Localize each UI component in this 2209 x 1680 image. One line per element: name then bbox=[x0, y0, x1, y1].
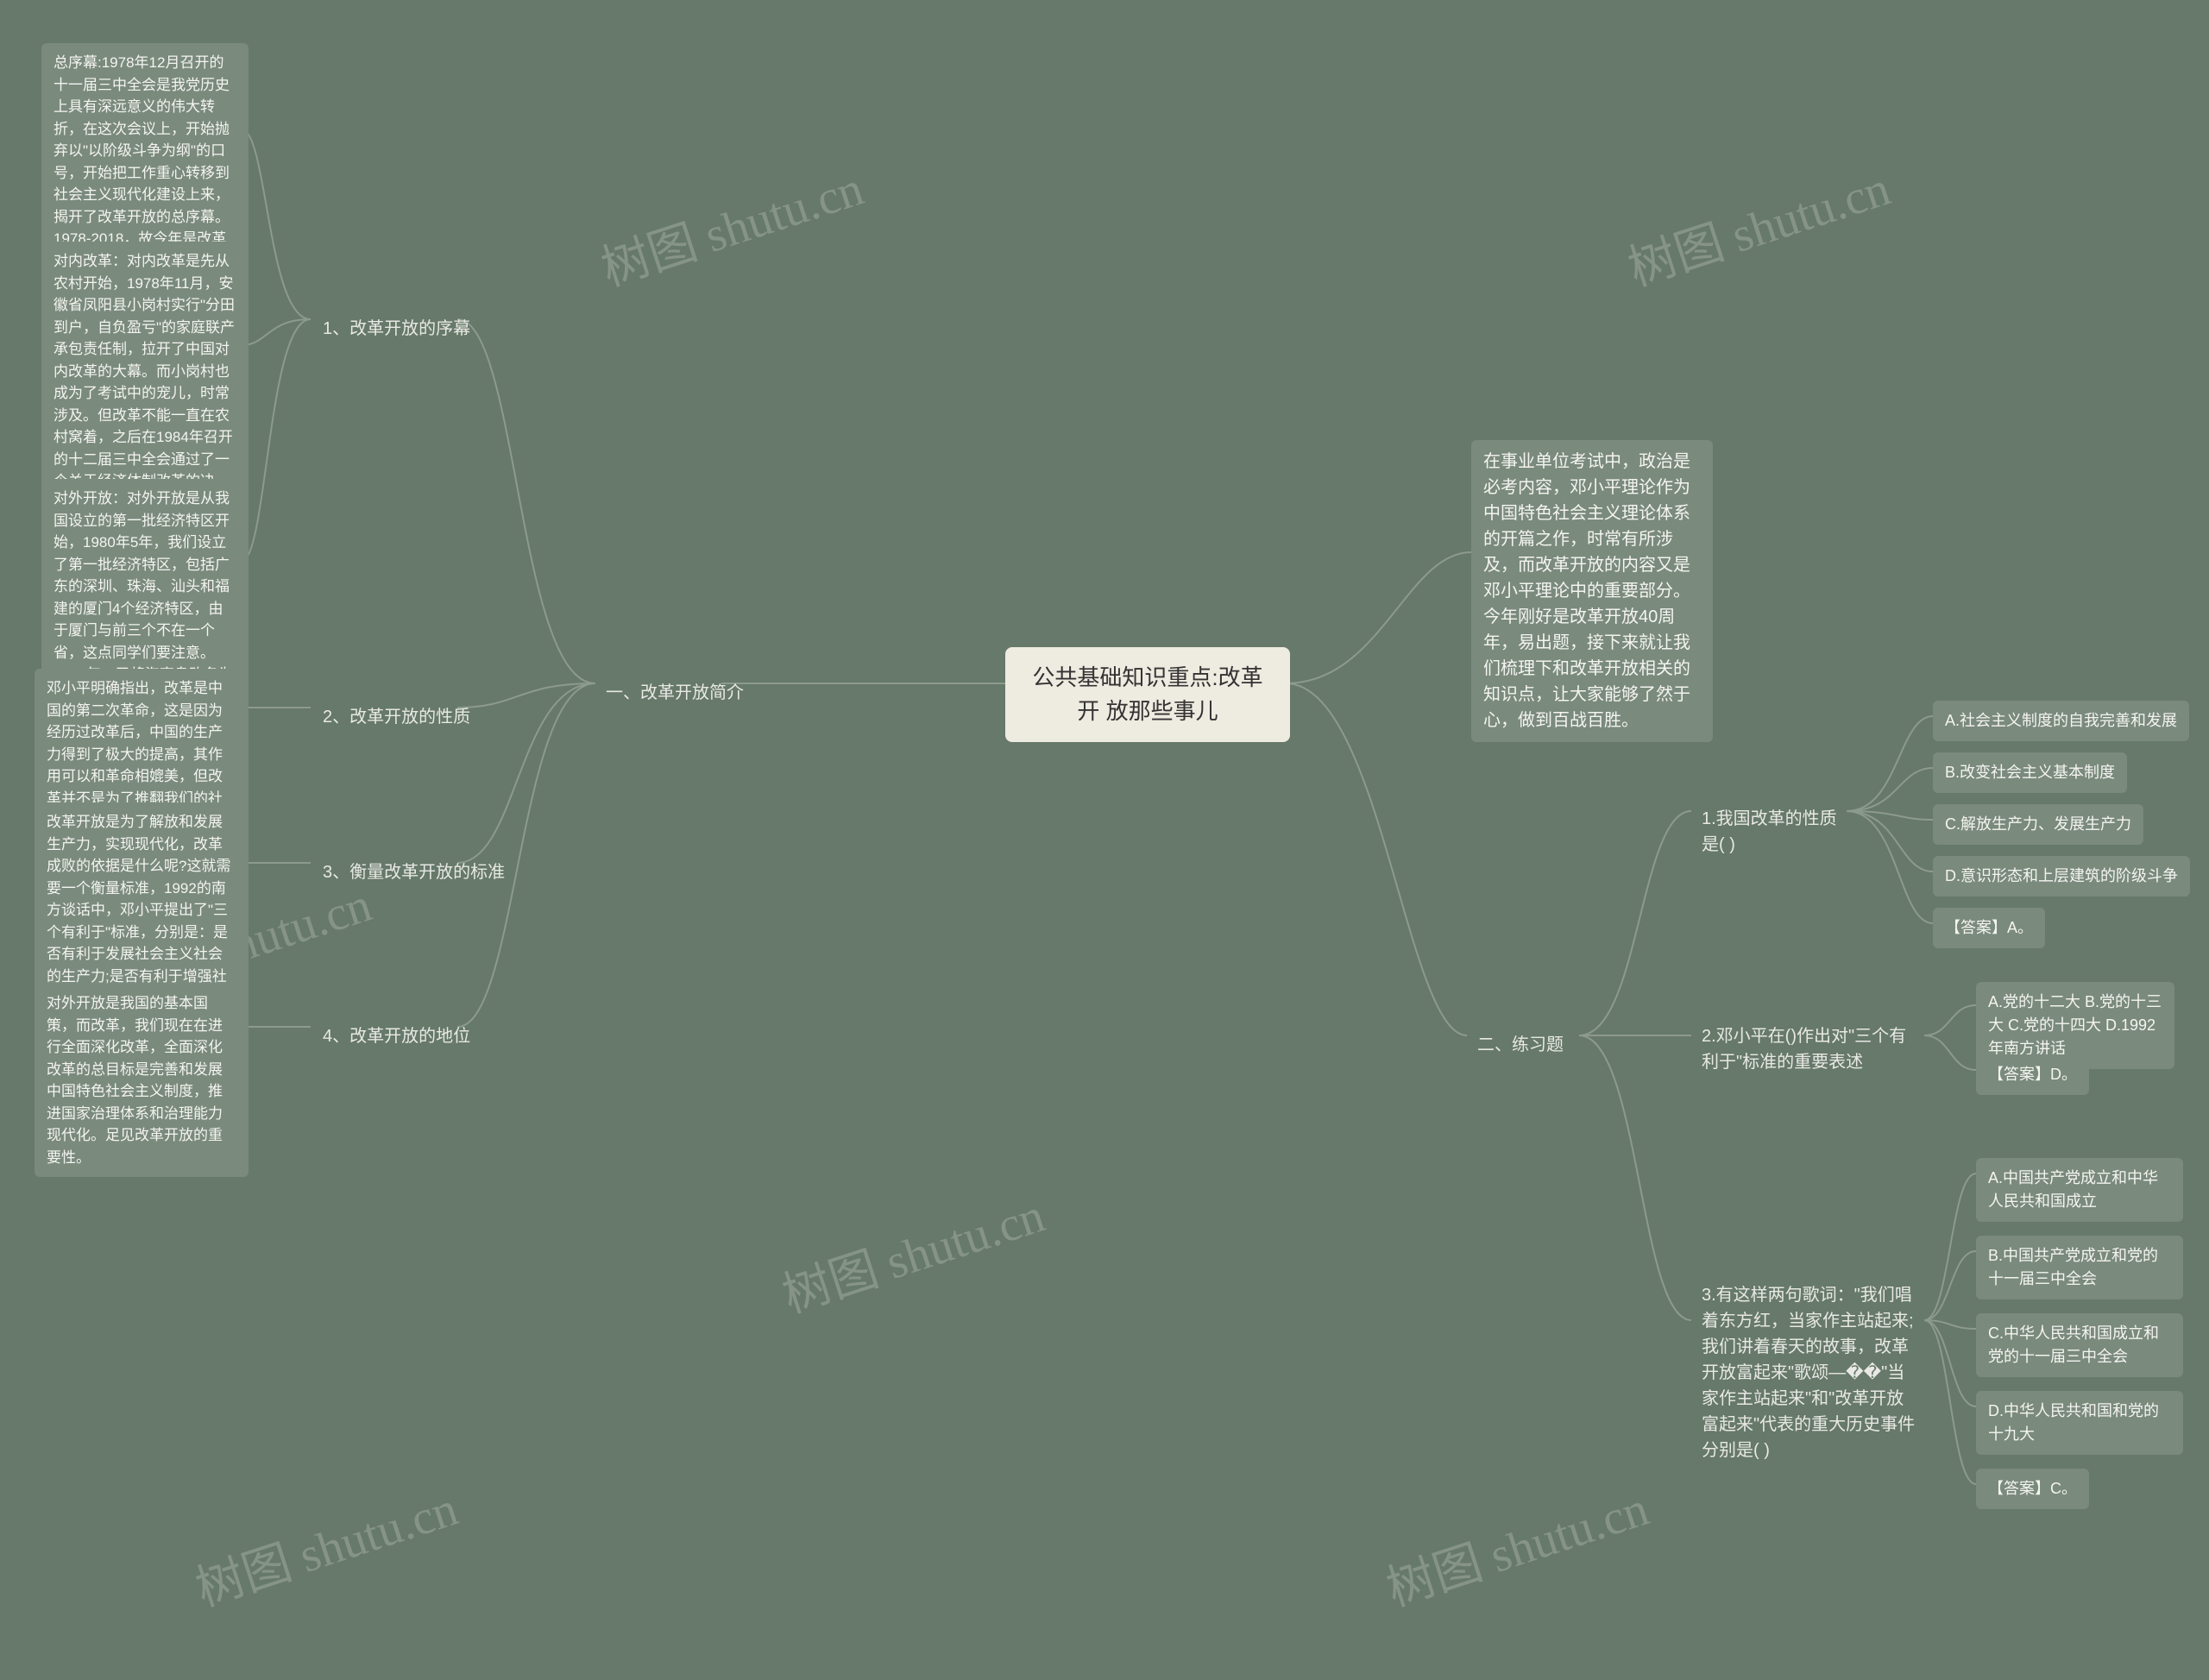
q1-opt-a: A.社会主义制度的自我完善和发展 bbox=[1933, 701, 2189, 741]
watermark: 树图 shutu.cn bbox=[591, 149, 871, 299]
watermark: 树图 shutu.cn bbox=[186, 1469, 465, 1620]
branch-left[interactable]: 一、改革开放简介 bbox=[594, 671, 756, 714]
sub-left-2[interactable]: 3、衡量改革开放的标准 bbox=[311, 851, 517, 894]
sub-left-1[interactable]: 2、改革开放的性质 bbox=[311, 695, 482, 739]
sub-left-0[interactable]: 1、改革开放的序幕 bbox=[311, 307, 482, 350]
q1-answer: 【答案】A。 bbox=[1933, 908, 2045, 948]
q3-opt-d: D.中华人民共和国和党的十九大 bbox=[1976, 1391, 2183, 1455]
root-node[interactable]: 公共基础知识重点:改革开 放那些事儿 bbox=[1005, 647, 1290, 742]
q2-answer: 【答案】D。 bbox=[1976, 1054, 2089, 1095]
watermark: 树图 shutu.cn bbox=[1618, 149, 1897, 299]
intro-right: 在事业单位考试中，政治是必考内容，邓小平理论作为中国特色社会主义理论体系的开篇之… bbox=[1471, 440, 1713, 742]
q3-opt-c: C.中华人民共和国成立和党的十一届三中全会 bbox=[1976, 1313, 2183, 1377]
q3-opt-b: B.中国共产党成立和党的十一届三中全会 bbox=[1976, 1236, 2183, 1299]
q1-opt-c: C.解放生产力、发展生产力 bbox=[1933, 804, 2143, 845]
q1-opt-b: B.改变社会主义基本制度 bbox=[1933, 752, 2127, 793]
q3-answer: 【答案】C。 bbox=[1976, 1469, 2089, 1509]
q3-opt-a: A.中国共产党成立和中华人民共和国成立 bbox=[1976, 1158, 2183, 1222]
leaf-l3-0: 对外开放是我国的基本国策，而改革，我们现在在进行全面深化改革，全面深化改革的总目… bbox=[35, 984, 249, 1177]
branch-right[interactable]: 二、练习题 bbox=[1465, 1023, 1576, 1067]
q3-stem[interactable]: 3.有这样两句歌词："我们唱着东方红，当家作主站起来;我们讲着春天的故事，改革开… bbox=[1690, 1274, 1931, 1472]
sub-left-3[interactable]: 4、改革开放的地位 bbox=[311, 1015, 482, 1058]
watermark: 树图 shutu.cn bbox=[1376, 1469, 1656, 1620]
q1-opt-d: D.意识形态和上层建筑的阶级斗争 bbox=[1933, 856, 2190, 897]
q2-stem[interactable]: 2.邓小平在()作出对"三个有利于"标准的重要表述 bbox=[1690, 1015, 1931, 1084]
watermark: 树图 shutu.cn bbox=[772, 1176, 1052, 1326]
q1-stem[interactable]: 1.我国改革的性质是( ) bbox=[1690, 797, 1853, 866]
